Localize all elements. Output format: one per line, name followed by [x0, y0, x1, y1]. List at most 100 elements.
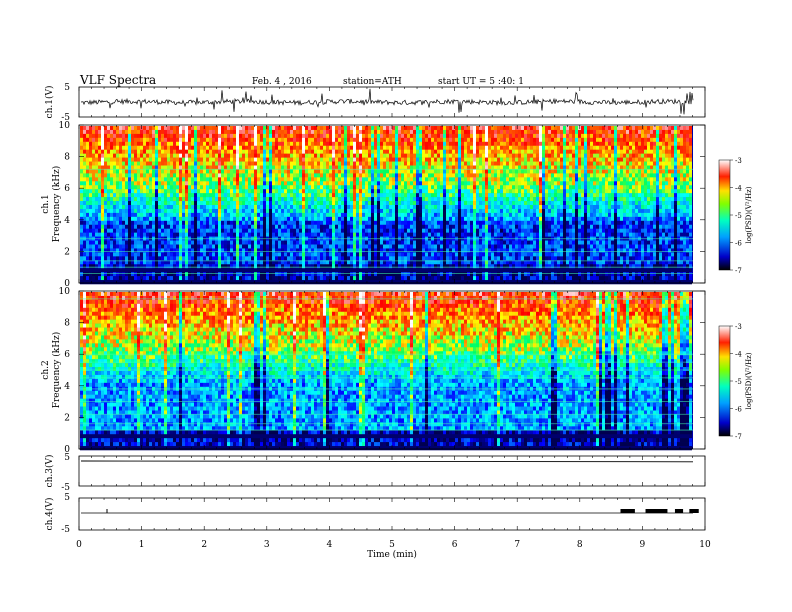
spectrogram-cell [236, 181, 239, 186]
spectrogram-cell [344, 248, 347, 253]
spectrogram-cell [155, 224, 158, 229]
spectrogram-cell [326, 224, 329, 229]
spectrogram-cell [443, 248, 446, 253]
spectrogram-cell [320, 224, 323, 229]
spectrogram-cell [266, 149, 269, 154]
spectrogram-cell [410, 260, 413, 265]
spectrogram-cell [221, 157, 224, 162]
spectrogram-cell [155, 276, 158, 281]
spectrogram-cell [188, 126, 191, 131]
spectrogram-cell [128, 244, 131, 249]
spectrogram-cell [422, 212, 425, 218]
spectrogram-cell [389, 252, 392, 257]
spectrogram-cell [167, 240, 170, 245]
spectrogram-cell [437, 272, 440, 277]
spectrogram-cell [251, 153, 254, 158]
spectrogram-cell [290, 193, 293, 198]
spectrogram-cell [323, 201, 326, 206]
spectrogram-cell [206, 165, 209, 170]
spectrogram-cell [140, 244, 143, 249]
spectrogram-cell [161, 228, 164, 233]
spectrogram-cell [125, 181, 128, 186]
spectrogram-cell [410, 197, 413, 202]
spectrogram-cell [320, 165, 323, 170]
spectrogram-cell [95, 145, 98, 150]
spectrogram-cell [182, 137, 185, 143]
spectrogram-cell [338, 173, 341, 178]
spectrogram-cell [404, 244, 407, 249]
spectrogram-cell [233, 177, 236, 182]
spectrogram-cell [119, 205, 122, 210]
spectrogram-cell [440, 272, 443, 277]
spectrogram-cell [443, 256, 446, 261]
spectrogram-cell [200, 220, 203, 226]
spectrogram-cell [356, 205, 359, 210]
spectrogram-cell [149, 153, 152, 158]
spectrogram-cell [137, 220, 140, 226]
spectrogram-cell [182, 244, 185, 249]
spectrogram-cell [368, 220, 371, 226]
spectrogram-cell [281, 212, 284, 218]
spectrogram-cell [260, 280, 263, 285]
spectrogram-cell [95, 212, 98, 218]
spectrogram-cell [302, 244, 305, 249]
spectrogram-cell [176, 141, 179, 147]
spectrogram-cell [200, 280, 203, 285]
spectrogram-cell [191, 240, 194, 245]
spectrogram-cell [164, 272, 167, 277]
spectrogram-cell [365, 157, 368, 162]
spectrogram-cell [251, 228, 254, 233]
spectrogram-cell [410, 141, 413, 147]
spectrogram-cell [212, 185, 215, 190]
spectrogram-cell [380, 244, 383, 249]
spectrogram-cell [122, 201, 125, 206]
spectrogram-cell [389, 157, 392, 162]
spectrogram-cell [299, 165, 302, 170]
spectrogram-cell [311, 260, 314, 265]
spectrogram-cell [200, 276, 203, 281]
spectrogram-cell [86, 248, 89, 253]
spectrogram-cell [431, 153, 434, 158]
spectrogram-cell [239, 268, 242, 273]
spectrogram-cell [275, 244, 278, 249]
spectrogram-cell [167, 133, 170, 139]
spectrogram-cell [122, 165, 125, 170]
spectrogram-cell [371, 228, 374, 233]
spectrogram-cell [212, 268, 215, 273]
spectrogram-cell [425, 129, 428, 135]
spectrogram-cell [317, 173, 320, 178]
spectrogram-cell [323, 268, 326, 273]
spectrogram-cell [266, 272, 269, 277]
spectrogram-cell [155, 133, 158, 139]
spectrogram-cell [212, 157, 215, 162]
spectrogram-cell [158, 157, 161, 162]
spectrogram-cell [134, 161, 137, 166]
spectrogram-cell [338, 224, 341, 229]
spectrogram-cell [380, 272, 383, 277]
spectrogram-cell [185, 260, 188, 265]
spectrogram-cell [326, 129, 329, 135]
spectrogram-cell [356, 181, 359, 186]
spectrogram-cell [188, 129, 191, 135]
spectrogram-cell [134, 169, 137, 174]
spectrogram-cell [362, 157, 365, 162]
spectrogram-cell [242, 248, 245, 253]
spectrogram-cell [203, 153, 206, 158]
spectrogram-cell [317, 224, 320, 229]
spectrogram-cell [233, 185, 236, 190]
spectrogram-cell [200, 232, 203, 237]
spectrogram-cell [206, 133, 209, 139]
spectrogram-cell [356, 216, 359, 222]
spectrogram-cell [398, 280, 401, 285]
spectrogram-cell [383, 185, 386, 190]
spectrogram-cell [443, 208, 446, 214]
spectrogram-cell [113, 252, 116, 257]
spectrogram-cell [320, 193, 323, 198]
spectrogram-cell [254, 224, 257, 229]
spectrogram-cell [242, 161, 245, 166]
spectrogram-cell [275, 248, 278, 253]
spectrogram-cell [149, 272, 152, 277]
spectrogram-cell [137, 260, 140, 265]
spectrogram-cell [179, 208, 182, 214]
spectrogram-cell [221, 149, 224, 154]
